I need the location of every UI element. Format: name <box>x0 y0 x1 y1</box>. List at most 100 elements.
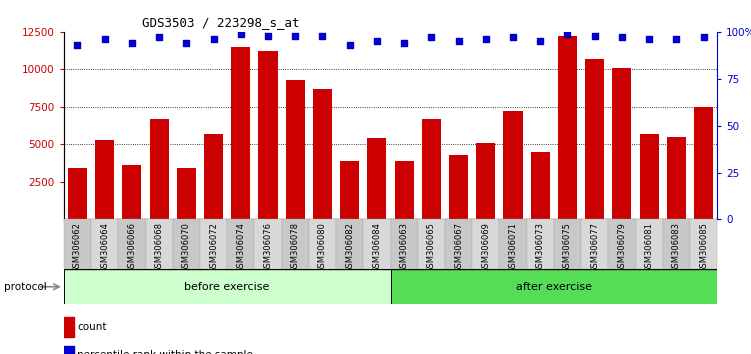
Text: GSM306078: GSM306078 <box>291 222 300 273</box>
Bar <box>558 36 577 219</box>
Bar <box>282 219 309 269</box>
Point <box>480 36 492 42</box>
Point <box>534 38 546 44</box>
Bar <box>68 169 87 219</box>
Bar <box>64 269 391 304</box>
Point <box>643 36 655 42</box>
Text: GSM306080: GSM306080 <box>318 222 327 273</box>
Point <box>425 35 437 40</box>
Bar <box>146 219 173 269</box>
Point <box>235 31 247 36</box>
Bar <box>612 68 632 219</box>
Bar <box>258 51 278 219</box>
Bar <box>690 219 717 269</box>
Text: GSM306064: GSM306064 <box>100 222 109 273</box>
Bar <box>499 219 526 269</box>
Text: GSM306073: GSM306073 <box>535 222 544 273</box>
Text: GSM306071: GSM306071 <box>508 222 517 273</box>
Bar <box>449 155 468 219</box>
Bar <box>667 137 686 219</box>
Point <box>126 40 138 46</box>
Text: GSM306066: GSM306066 <box>128 222 137 273</box>
Point <box>698 35 710 40</box>
Bar <box>173 219 200 269</box>
Point <box>562 31 574 36</box>
Point <box>207 36 219 42</box>
Bar <box>313 89 332 219</box>
Text: GSM306075: GSM306075 <box>563 222 572 273</box>
Point <box>153 35 165 40</box>
Point <box>453 38 465 44</box>
Text: count: count <box>77 322 107 332</box>
Bar <box>391 219 418 269</box>
Bar <box>608 219 635 269</box>
Bar <box>95 140 114 219</box>
Text: GSM306081: GSM306081 <box>644 222 653 273</box>
Point <box>344 42 356 48</box>
Text: GSM306077: GSM306077 <box>590 222 599 273</box>
Bar <box>200 219 227 269</box>
Bar <box>445 219 472 269</box>
Text: GSM306074: GSM306074 <box>237 222 246 273</box>
Text: GDS3503 / 223298_s_at: GDS3503 / 223298_s_at <box>142 16 300 29</box>
Bar <box>204 134 223 219</box>
Text: GSM306084: GSM306084 <box>372 222 382 273</box>
Point <box>507 35 519 40</box>
Bar <box>231 47 250 219</box>
Point <box>71 42 83 48</box>
Bar <box>64 219 91 269</box>
Bar <box>418 219 445 269</box>
Point <box>289 33 301 39</box>
Point <box>262 33 274 39</box>
Bar <box>662 219 690 269</box>
Bar <box>309 219 336 269</box>
Text: before exercise: before exercise <box>185 282 270 292</box>
Bar <box>340 161 359 219</box>
Bar <box>119 219 146 269</box>
Bar <box>476 143 496 219</box>
Text: protocol: protocol <box>4 282 47 292</box>
Point <box>316 33 328 39</box>
Bar <box>363 219 391 269</box>
Bar <box>367 138 387 219</box>
Text: GSM306067: GSM306067 <box>454 222 463 273</box>
Bar <box>227 219 255 269</box>
Bar <box>285 80 305 219</box>
Bar <box>91 219 119 269</box>
Text: GSM306062: GSM306062 <box>73 222 82 273</box>
Bar <box>554 219 581 269</box>
Text: GSM306079: GSM306079 <box>617 222 626 273</box>
Bar <box>526 219 554 269</box>
Text: GSM306065: GSM306065 <box>427 222 436 273</box>
Bar <box>64 346 74 354</box>
Bar <box>394 161 414 219</box>
Bar <box>336 219 363 269</box>
Text: GSM306083: GSM306083 <box>672 222 681 273</box>
Bar <box>635 219 662 269</box>
Point <box>98 36 110 42</box>
Text: after exercise: after exercise <box>516 282 592 292</box>
Point <box>671 36 683 42</box>
Text: GSM306076: GSM306076 <box>264 222 273 273</box>
Text: GSM306070: GSM306070 <box>182 222 191 273</box>
Bar <box>255 219 282 269</box>
Point <box>398 40 410 46</box>
Text: GSM306063: GSM306063 <box>400 222 409 273</box>
Bar <box>694 107 713 219</box>
Bar <box>422 119 441 219</box>
Bar <box>64 317 74 337</box>
Text: GSM306069: GSM306069 <box>481 222 490 273</box>
Point <box>589 33 601 39</box>
Bar <box>581 219 608 269</box>
Bar <box>176 169 196 219</box>
Text: percentile rank within the sample: percentile rank within the sample <box>77 350 253 354</box>
Text: GSM306068: GSM306068 <box>155 222 164 273</box>
Bar <box>640 134 659 219</box>
Bar <box>391 269 717 304</box>
Bar <box>122 165 141 219</box>
Bar <box>585 59 605 219</box>
Text: GSM306085: GSM306085 <box>699 222 708 273</box>
Bar <box>472 219 499 269</box>
Text: GSM306072: GSM306072 <box>209 222 218 273</box>
Bar <box>531 152 550 219</box>
